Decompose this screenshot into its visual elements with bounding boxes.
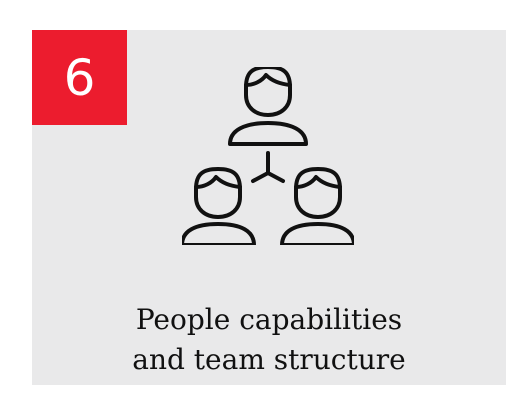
number-badge: 6 [32, 30, 127, 125]
connector-icon [251, 151, 285, 183]
card-title-line-1: People capabilities [135, 303, 403, 336]
capability-card: 6 [32, 30, 506, 385]
right-person-icon [280, 167, 354, 245]
top-person-icon [228, 67, 308, 146]
card-title-line-2: and team structure [132, 343, 406, 376]
card-title: People capabilities and team structure [32, 300, 506, 380]
badge-number: 6 [63, 48, 96, 107]
left-person-icon [182, 167, 256, 245]
people-hierarchy-icon [182, 67, 354, 245]
